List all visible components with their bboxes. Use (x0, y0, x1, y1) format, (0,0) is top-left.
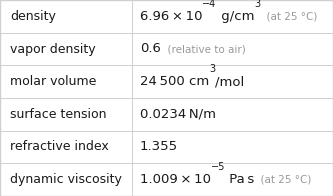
Text: density: density (10, 10, 56, 23)
Text: 6.96 × 10: 6.96 × 10 (140, 10, 202, 23)
Text: (relative to air): (relative to air) (161, 44, 245, 54)
Text: molar volume: molar volume (10, 75, 96, 88)
Text: (at 25 °C): (at 25 °C) (260, 11, 318, 21)
Text: /mol: /mol (215, 75, 244, 88)
Text: g/cm: g/cm (216, 10, 254, 23)
Text: dynamic viscosity: dynamic viscosity (10, 173, 122, 186)
Text: refractive index: refractive index (10, 141, 109, 153)
Text: −5: −5 (211, 162, 225, 172)
Text: 0.0234 N/m: 0.0234 N/m (140, 108, 216, 121)
Text: (at 25 °C): (at 25 °C) (254, 175, 312, 185)
Text: 1.355: 1.355 (140, 141, 178, 153)
Text: Pa s: Pa s (225, 173, 254, 186)
Text: 1.009 × 10: 1.009 × 10 (140, 173, 211, 186)
Text: vapor density: vapor density (10, 43, 96, 55)
Text: −4: −4 (202, 0, 216, 9)
Text: 24 500 cm: 24 500 cm (140, 75, 209, 88)
Text: surface tension: surface tension (10, 108, 107, 121)
Text: 0.6: 0.6 (140, 43, 161, 55)
Text: 3: 3 (254, 0, 260, 9)
Text: 3: 3 (209, 64, 215, 74)
